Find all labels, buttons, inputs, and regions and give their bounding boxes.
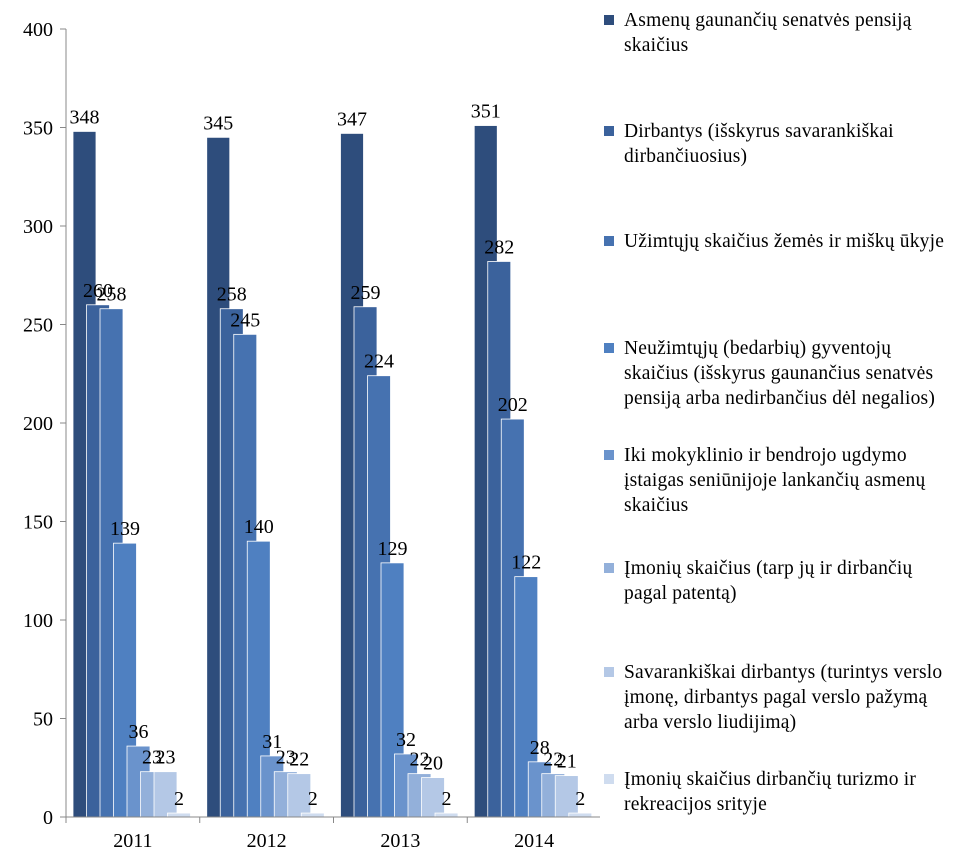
data-label: 129 [378, 538, 408, 560]
legend-label: Dirbantys (išskyrus savarankiškai dirban… [624, 121, 894, 167]
data-label: 21 [557, 751, 577, 773]
data-label: 347 [337, 108, 367, 130]
data-label: 2 [174, 788, 184, 810]
data-label: 122 [511, 552, 541, 574]
data-label: 20 [423, 753, 443, 775]
data-label: 258 [217, 284, 247, 306]
data-label: 36 [129, 721, 149, 743]
data-label: 28 [530, 737, 550, 759]
bar-chart: 0 50 100 150 200 250 300 350 400 348 345 347 351 260… [23, 19, 600, 852]
data-label: 351 [471, 101, 501, 123]
y-tick-label: 250 [23, 315, 53, 337]
legend-label: Įmonių skaičius (tarp jų ir dirbančių pa… [624, 558, 913, 604]
legend-swatch [604, 236, 614, 246]
legend-swatch [604, 774, 614, 784]
y-tick-label: 400 [23, 19, 53, 41]
legend-swatch [604, 667, 614, 677]
legend-swatch [604, 563, 614, 573]
bar [167, 812, 191, 818]
data-label: 23 [156, 747, 176, 769]
y-tick-label: 0 [43, 807, 53, 829]
y-axis: 0 50 100 150 200 250 300 350 400 [23, 19, 67, 829]
x-tick-label: 2014 [514, 830, 554, 852]
bar [434, 812, 459, 818]
x-axis: 2011 2012 2013 2014 [65, 816, 600, 852]
data-label: 245 [230, 309, 260, 331]
data-label: 140 [244, 516, 274, 538]
data-label: 259 [351, 282, 381, 304]
legend-label: Iki mokyklinio ir bendrojo ugdymo įstaig… [624, 445, 926, 516]
legend-swatch [604, 126, 614, 136]
data-label: 224 [364, 351, 394, 373]
data-label: 282 [484, 236, 514, 258]
y-tick-label: 50 [33, 709, 53, 731]
y-tick-label: 100 [23, 610, 53, 632]
data-label: 32 [396, 729, 416, 751]
data-label: 23 [276, 747, 296, 769]
data-label: 22 [410, 749, 430, 771]
y-tick-label: 350 [23, 118, 53, 140]
y-tick-label: 200 [23, 413, 53, 435]
legend-swatch [604, 15, 614, 25]
legend-swatch [604, 450, 614, 460]
data-label: 2 [308, 788, 318, 810]
legend-label: Asmenų gaunančių senatvės pensiją skaiči… [624, 10, 912, 56]
data-label: 23 [142, 747, 162, 769]
data-label: 202 [498, 394, 528, 416]
x-tick-label: 2011 [113, 830, 152, 852]
data-label: 2 [442, 788, 452, 810]
legend-label: Neužimtųjų (bedarbių) gyventojų skaičius… [624, 338, 936, 409]
data-label: 31 [262, 731, 282, 753]
legend-swatch [604, 343, 614, 353]
data-label: 22 [543, 749, 563, 771]
data-label: 345 [203, 112, 233, 134]
data-label: 22 [289, 749, 309, 771]
bar [568, 812, 593, 818]
legend-label: Savarankiškai dirbantys (turintys verslo… [624, 662, 943, 733]
bars [72, 125, 593, 818]
data-label: 348 [70, 106, 100, 128]
bar [300, 812, 325, 818]
x-tick-label: 2012 [247, 830, 287, 852]
data-label: 139 [110, 518, 140, 540]
data-label: 2 [575, 788, 585, 810]
legend-label: Įmonių skaičius dirbančių turizmo ir rek… [624, 769, 917, 815]
y-tick-label: 300 [23, 216, 53, 238]
legend-label: Užimtųjų skaičius žemės ir miškų ūkyje [624, 231, 945, 252]
x-tick-label: 2013 [380, 830, 420, 852]
y-tick-label: 150 [23, 512, 53, 534]
data-label: 258 [97, 284, 127, 306]
data-label: 260 [83, 280, 113, 302]
